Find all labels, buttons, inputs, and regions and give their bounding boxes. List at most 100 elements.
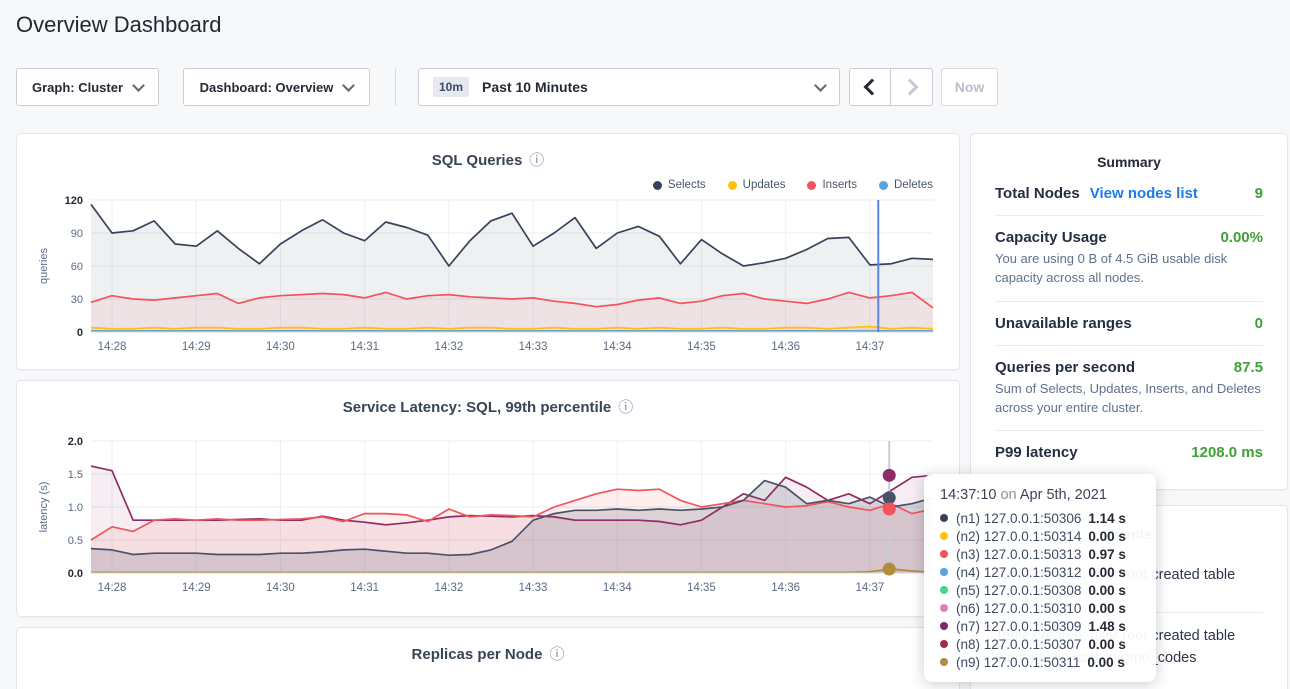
series-dot-icon — [940, 550, 948, 558]
latency-value: 1.14 s — [1088, 510, 1126, 526]
legend-item-deletes[interactable]: Deletes — [879, 179, 933, 191]
series-dot-icon — [727, 180, 737, 190]
dashboard-dropdown[interactable]: Dashboard: Overview — [183, 68, 370, 106]
legend-item-selects[interactable]: Selects — [652, 179, 706, 191]
replicas-per-node-card: Replicas per Node ⓘ — [16, 627, 960, 689]
tooltip-rows: (n1) 127.0.0.1:50306 1.14 s (n2) 127.0.0.1… — [940, 509, 1140, 671]
node-address: (n4) 127.0.0.1:50312 — [956, 564, 1082, 580]
tooltip-row: (n2) 127.0.0.1:50314 0.00 s — [940, 527, 1140, 545]
series-dot-icon — [940, 622, 948, 630]
graph-dropdown[interactable]: Graph: Cluster — [16, 68, 159, 106]
node-address: (n8) 127.0.0.1:50307 — [956, 636, 1082, 652]
time-range-selector[interactable]: 10m Past 10 Minutes — [418, 68, 840, 106]
summary-row: Capacity Usage 0.00% You are using 0 B of … — [995, 215, 1263, 301]
view-nodes-link[interactable]: View nodes list — [1089, 185, 1198, 202]
svg-text:14:33: 14:33 — [519, 582, 548, 594]
series-dot-icon — [807, 180, 817, 190]
node-address: (n9) 127.0.0.1:50311 — [956, 654, 1081, 670]
sql-queries-chart[interactable]: 120 90 60 30 0 14:28 14:29 14:30 14:31 14:32 14:33… — [35, 192, 940, 364]
node-address: (n7) 127.0.0.1:50309 — [956, 618, 1082, 634]
series-dot-icon — [940, 568, 948, 576]
series-dot-icon — [879, 180, 888, 190]
time-range-badge: 10m — [433, 77, 470, 97]
series-dot-icon — [652, 180, 662, 190]
svg-text:queries: queries — [38, 247, 50, 284]
time-range-label: Past 10 Minutes — [482, 79, 588, 95]
time-back-button[interactable] — [849, 68, 891, 106]
summary-row-header: Total Nodes View nodes list 9 — [995, 185, 1263, 202]
summary-row-header: Capacity Usage 0.00% — [995, 229, 1263, 246]
latency-value: 1.48 s — [1088, 618, 1126, 634]
node-address: (n5) 127.0.0.1:50308 — [956, 582, 1082, 598]
svg-text:latency (s): latency (s) — [38, 482, 50, 533]
latency-value: 0.00 s — [1088, 528, 1126, 544]
time-forward-button[interactable] — [891, 68, 933, 106]
svg-text:0.0: 0.0 — [68, 568, 83, 580]
tooltip-time: 14:37:10 — [940, 487, 997, 503]
summary-value: 87.5 — [1233, 358, 1263, 376]
svg-text:14:29: 14:29 — [182, 341, 211, 353]
legend-item-inserts[interactable]: Inserts — [807, 179, 857, 191]
tooltip-row: (n7) 127.0.0.1:50309 1.48 s — [940, 617, 1140, 635]
node-address: (n2) 127.0.0.1:50314 — [956, 528, 1082, 544]
svg-text:14:29: 14:29 — [182, 582, 211, 594]
summary-label: Capacity Usage — [995, 229, 1107, 246]
info-icon[interactable]: ⓘ — [529, 152, 545, 169]
svg-text:14:28: 14:28 — [98, 341, 127, 353]
svg-text:14:37: 14:37 — [855, 341, 884, 353]
service-latency-card: Service Latency: SQL, 99th percentile ⓘ 2… — [16, 380, 960, 617]
summary-row-header: Queries per second 87.5 — [995, 359, 1263, 376]
legend-label: Updates — [742, 179, 786, 191]
tooltip-row: (n1) 127.0.0.1:50306 1.14 s — [940, 509, 1140, 527]
tooltip-row: (n4) 127.0.0.1:50312 0.00 s — [940, 563, 1140, 581]
chevron-down-icon — [132, 78, 145, 92]
summary-value: 0 — [1254, 314, 1263, 332]
svg-text:0: 0 — [77, 327, 83, 339]
summary-row: P99 latency 1208.0 ms — [995, 430, 1263, 474]
series-dot-icon — [940, 658, 948, 666]
svg-text:1.5: 1.5 — [68, 469, 83, 481]
svg-text:1.0: 1.0 — [68, 502, 83, 514]
svg-text:0.5: 0.5 — [68, 535, 83, 547]
svg-text:120: 120 — [65, 195, 83, 207]
svg-text:14:32: 14:32 — [434, 341, 463, 353]
tooltip-row: (n8) 127.0.0.1:50307 0.00 s — [940, 635, 1140, 653]
tooltip-row: (n9) 127.0.0.1:50311 0.00 s — [940, 653, 1140, 671]
summary-panel: Summary Total Nodes View nodes list 9 Capac… — [970, 133, 1288, 490]
svg-text:14:37: 14:37 — [855, 582, 884, 594]
tooltip-row: (n3) 127.0.0.1:50313 0.97 s — [940, 545, 1140, 563]
node-address: (n1) 127.0.0.1:50306 — [956, 510, 1082, 526]
legend-label: Deletes — [894, 179, 933, 191]
service-latency-title: Service Latency: SQL, 99th percentile ⓘ — [342, 399, 634, 416]
legend-label: Selects — [667, 179, 706, 191]
svg-text:14:28: 14:28 — [98, 582, 127, 594]
info-icon[interactable]: ⓘ — [618, 399, 634, 416]
service-latency-chart[interactable]: 2.0 1.5 1.0 0.5 0.0 14:28 14:29 14:30 14:31 14:32… — [35, 433, 940, 605]
svg-text:30: 30 — [71, 294, 83, 306]
chevron-right-icon — [901, 78, 918, 96]
chevron-left-icon — [863, 78, 881, 96]
svg-text:14:32: 14:32 — [434, 582, 463, 594]
latency-value: 0.00 s — [1088, 600, 1126, 616]
sql-queries-legend: Selects Updates Inserts Deletes — [652, 179, 933, 191]
latency-value: 0.00 s — [1088, 636, 1126, 652]
info-icon[interactable]: ⓘ — [549, 646, 565, 663]
svg-text:14:34: 14:34 — [603, 582, 632, 594]
svg-text:14:34: 14:34 — [603, 341, 632, 353]
summary-value: 1208.0 ms — [1191, 444, 1263, 462]
page-title: Overview Dashboard — [16, 12, 222, 37]
tooltip-row: (n5) 127.0.0.1:50308 0.00 s — [940, 581, 1140, 599]
now-button[interactable]: Now — [941, 68, 998, 106]
chart-tooltip: 14:37:10 on Apr 5th, 2021 (n1) 127.0.0.1… — [924, 474, 1156, 682]
svg-text:14:31: 14:31 — [350, 341, 379, 353]
svg-text:14:31: 14:31 — [350, 582, 379, 594]
chevron-down-icon — [342, 78, 356, 92]
latency-value: 0.00 s — [1088, 564, 1126, 580]
summary-label: Unavailable ranges — [995, 314, 1132, 332]
latency-value: 0.00 s — [1087, 654, 1125, 670]
summary-rows: Total Nodes View nodes list 9 Capacity Usag… — [971, 172, 1287, 474]
chevron-down-icon — [814, 78, 827, 92]
tooltip-on: on — [1000, 487, 1017, 503]
legend-item-updates[interactable]: Updates — [727, 179, 786, 191]
